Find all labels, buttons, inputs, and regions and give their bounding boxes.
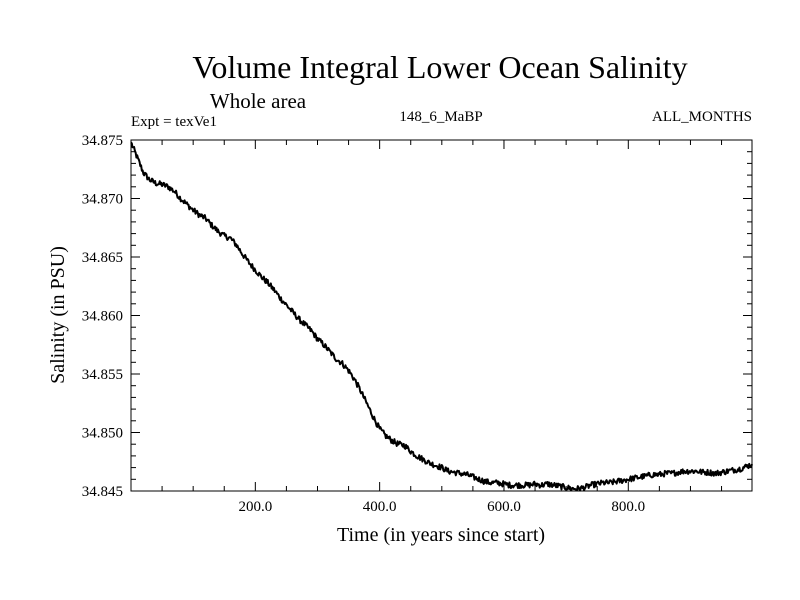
y-tick-label: 34.850: [82, 426, 123, 442]
y-tick-label: 34.865: [82, 250, 123, 266]
chart-title: Volume Integral Lower Ocean Salinity: [192, 49, 687, 85]
months-label: ALL_MONTHS: [652, 109, 752, 125]
y-tick-label: 34.870: [82, 192, 123, 208]
y-tick-label: 34.845: [82, 484, 123, 500]
y-tick-label: 34.875: [82, 133, 123, 149]
plot-frame: [130, 139, 753, 492]
x-axis-label: Time (in years since start): [337, 524, 545, 546]
x-tick-label: 200.0: [238, 499, 272, 515]
series-line: [130, 141, 753, 492]
y-tick-label: 34.860: [82, 309, 123, 325]
experiment-label: Expt = texVe1: [131, 114, 217, 130]
y-tick-label: 34.855: [82, 367, 123, 383]
x-tick-label: 800.0: [611, 499, 645, 515]
y-axis-label: Salinity (in PSU): [47, 246, 69, 384]
x-tick-label: 400.0: [363, 499, 397, 515]
run-label: 148_6_MaBP: [399, 109, 482, 125]
chart-subtitle: Whole area: [210, 89, 307, 113]
x-tick-label: 600.0: [487, 499, 521, 515]
